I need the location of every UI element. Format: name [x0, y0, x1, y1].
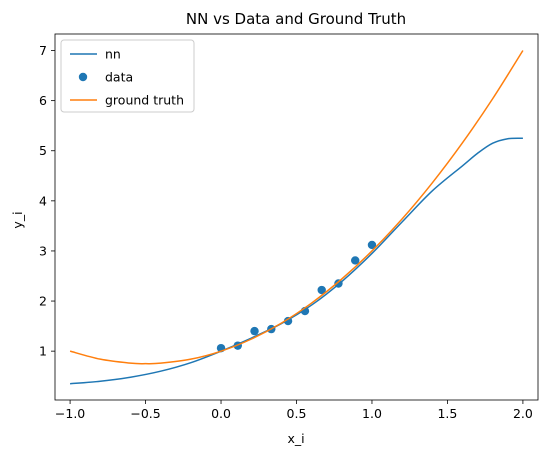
x-tick-label: 0.0: [211, 406, 231, 421]
y-tick-label: 7: [39, 43, 47, 58]
legend: nn data ground truth: [61, 40, 194, 112]
y-tick-label: 5: [39, 143, 47, 158]
y-tick-label: 3: [39, 243, 47, 258]
x-tick-label: 0.5: [287, 406, 307, 421]
x-tick-label: 2.0: [513, 406, 533, 421]
x-tick-label: −1.0: [55, 406, 85, 421]
y-axis-label: y_i: [10, 211, 25, 228]
y-tick-label: 6: [39, 93, 47, 108]
x-tick-label: 1.0: [362, 406, 382, 421]
legend-label: nn: [105, 47, 121, 62]
x-tick-label: 1.5: [437, 406, 457, 421]
x-tick-label: −0.5: [130, 406, 160, 421]
legend-label: data: [105, 70, 133, 85]
y-tick-label: 1: [39, 344, 47, 359]
legend-label: ground truth: [105, 93, 184, 108]
y-tick-label: 4: [39, 193, 47, 208]
chart-title: NN vs Data and Ground Truth: [186, 10, 406, 28]
x-axis-label: x_i: [287, 431, 304, 446]
data-point: [250, 327, 258, 335]
legend-swatch-data: [79, 73, 87, 81]
y-tick-label: 2: [39, 294, 47, 309]
